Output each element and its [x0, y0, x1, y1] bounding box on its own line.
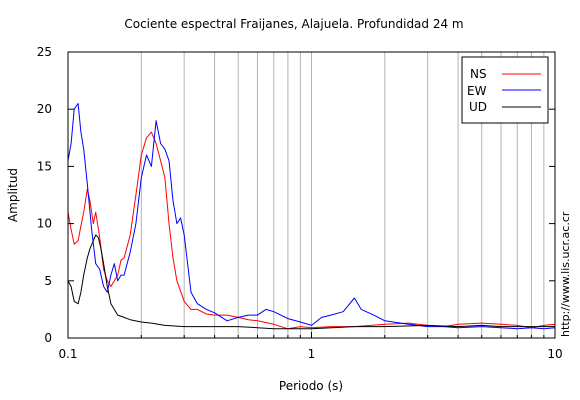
- series-layer: [67, 103, 556, 330]
- x-axis-label: Periodo (s): [279, 379, 343, 393]
- legend-label-ew: EW: [467, 84, 487, 98]
- y-axis-label: Amplitud: [6, 168, 20, 222]
- x-tick-label: 1: [308, 347, 316, 361]
- series-line-ew: [67, 103, 556, 330]
- y-tick-label: 15: [37, 159, 52, 173]
- axis-layer: 0 5 10 15 20 25 0.1 1 10: [37, 45, 563, 361]
- y-tick-label: 0: [44, 331, 52, 345]
- x-tick-label: 0.1: [58, 347, 77, 361]
- legend-label-ns: NS: [470, 67, 487, 81]
- series-line-ud: [67, 234, 555, 330]
- legend: NS EW UD: [461, 56, 549, 124]
- y-tick-label: 5: [44, 274, 52, 288]
- chart-title: Cociente espectral Fraijanes, Alajuela. …: [124, 17, 463, 31]
- y-tick-label: 25: [37, 45, 52, 59]
- legend-label-ud: UD: [469, 100, 487, 114]
- y-tick-label: 20: [37, 102, 52, 116]
- x-tick-label: 10: [547, 347, 562, 361]
- source-url: http://www.lis.ucr.ac.cr: [559, 211, 572, 337]
- y-tick-label: 10: [37, 217, 52, 231]
- series-line-ns: [67, 131, 556, 330]
